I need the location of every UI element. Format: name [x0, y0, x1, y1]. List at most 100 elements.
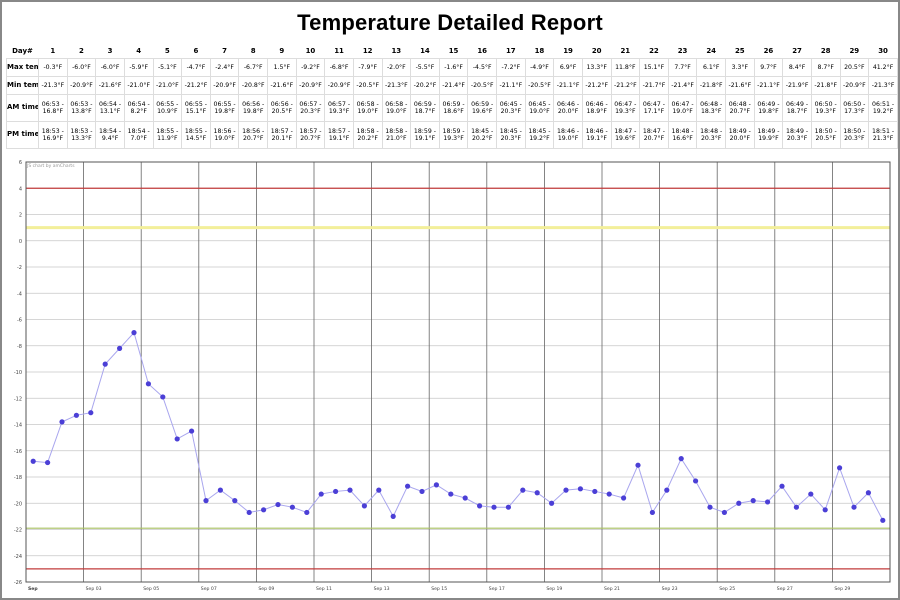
pm-cell: 18:53 -16.9°F [38, 121, 68, 149]
am-time: 06:53 - [41, 100, 64, 108]
max-temp-cell: -7.2°F [496, 58, 526, 77]
data-point [563, 487, 569, 493]
x-tick-label: Sep 23 [662, 586, 678, 592]
x-tick-label: Sep 25 [719, 586, 735, 592]
y-tick-label: -4 [17, 291, 22, 297]
day-number: 24 [706, 47, 717, 56]
y-tick-label: 6 [19, 160, 22, 166]
am-temp: 19.8°F [758, 108, 779, 115]
pm-cell: 18:50 -20.5°F [810, 121, 841, 149]
data-point [246, 509, 252, 516]
pm-temp: 9.4°F [101, 135, 119, 142]
pm-time: 18:46 - [557, 127, 580, 135]
day-number: 9 [279, 47, 285, 56]
x-tick-label: Sep 13 [374, 586, 390, 592]
am-cell: 06:48 -18.3°F [696, 94, 726, 122]
y-tick-label: 2 [19, 213, 22, 219]
day-number: 15 [448, 47, 459, 56]
pm-time: 18:58 - [385, 127, 408, 135]
pm-temp: 19.1°F [328, 135, 350, 142]
am-cell: 06:55 -15.1°F [181, 94, 211, 122]
pm-time: 18:57 - [328, 127, 351, 135]
day-number: 25 [734, 47, 745, 56]
am-temp: 20.3°F [300, 108, 321, 115]
am-time: 06:53 - [70, 100, 93, 108]
min-temp-cell: -21.6°F [95, 76, 125, 95]
am-cell: 06:55 -10.9°F [152, 94, 183, 122]
am-cell: 06:56 -20.5°F [267, 94, 297, 122]
data-point [837, 465, 843, 471]
max-temp-cell: -1.6°F [438, 58, 469, 77]
chart-series [30, 330, 886, 523]
data-point [779, 483, 785, 489]
min-temp-cell: -20.5°F [524, 76, 555, 95]
min-temp-cell: -20.8°F [238, 76, 268, 95]
am-temp: 20.0°F [557, 108, 579, 115]
pm-cell: 18:47 -19.6°F [610, 121, 641, 149]
pm-cell: 18:54 -9.4°F [95, 121, 125, 149]
y-tick-label: -6 [17, 318, 22, 324]
pm-time: 18:45 - [528, 127, 551, 135]
am-time: 06:45 - [528, 100, 551, 108]
pm-cell: 18:47 -20.7°F [639, 121, 669, 149]
pm-time: 18:47 - [614, 127, 637, 135]
day-number: 7 [222, 47, 227, 56]
am-time: 06:49 - [757, 100, 780, 108]
am-cell: 06:45 -20.3°F [496, 94, 526, 122]
summary-table-wrap: Day# 1 2 3 4 5 6 7 8 9 10 11 12 13 14 15 16 17 18 19 20 21 22 2… [6, 46, 898, 149]
table-row: Max temp-0.3°F-6.0°F-6.0°F-5.9°F-5.1°F-4… [6, 58, 898, 77]
pm-cell: 18:46 -19.0°F [553, 121, 583, 149]
pm-temp: 7.0°F [130, 135, 147, 142]
pm-time: 18:58 - [356, 127, 379, 135]
data-point [549, 500, 555, 506]
pm-temp: 20.3°F [500, 135, 522, 142]
data-point [275, 501, 281, 508]
data-point [174, 436, 180, 442]
pm-temp: 14.5°F [185, 135, 207, 142]
data-point [664, 487, 670, 493]
day-number: 8 [250, 47, 256, 56]
max-temp-cell: 8.7°F [810, 58, 841, 77]
pm-time: 18:53 - [41, 127, 64, 135]
am-temp: 19.0°F [529, 108, 550, 115]
min-temp-cell: -20.9°F [209, 76, 240, 95]
x-tick-label: Sep 29 [834, 586, 850, 592]
am-temp: 20.7°F [729, 108, 751, 115]
pm-cell: 18:58 -21.0°F [381, 121, 412, 149]
am-time: 06:55 - [184, 100, 207, 108]
am-temp: 20.5°F [271, 108, 293, 115]
day-number: 1 [50, 47, 56, 56]
am-time: 06:55 - [213, 100, 236, 108]
plot-border [25, 161, 891, 583]
data-point [30, 458, 36, 464]
data-point [505, 504, 511, 510]
day-number: 12 [362, 47, 373, 56]
am-cell: 06:48 -20.7°F [725, 94, 755, 122]
data-point [635, 462, 641, 468]
pm-cell: 18:46 -19.1°F [581, 121, 612, 149]
am-cell: 06:54 -13.1°F [95, 94, 125, 122]
x-tick-label: Sep 07 [201, 586, 217, 592]
temperature-chart: 6 4 2 0 -2 -4 -6 -8 -10 -12 -14 -16 -18 -20 -22 -24 -26 S… [14, 160, 891, 592]
am-temp: 19.3°F [328, 108, 350, 115]
max-temp-cell: -6.0°F [95, 58, 125, 77]
am-temp: 13.1°F [99, 108, 121, 115]
pm-temp: 20.2°F [471, 135, 493, 142]
am-cell: 06:51 -19.2°F [868, 94, 898, 122]
am-cell: 06:45 -19.0°F [524, 94, 555, 122]
am-temp: 15.1°F [185, 108, 207, 115]
x-tick-label: Sep [28, 586, 38, 592]
max-temp-cell: 6.9°F [553, 58, 583, 77]
pm-cell: 18:49 -19.9°F [753, 121, 784, 149]
data-point [318, 491, 324, 497]
min-temp-cell: -20.5°F [467, 76, 497, 95]
data-point [347, 487, 353, 493]
data-point [577, 486, 584, 492]
min-temp-cell: -21.2°F [581, 76, 612, 95]
pm-time: 18:56 - [213, 127, 236, 135]
day-number: 3 [107, 47, 113, 56]
min-temp-cell: -21.3°F [381, 76, 412, 95]
y-tick-label: -18 [14, 475, 22, 481]
am-time: 06:50 - [843, 100, 866, 108]
am-temp: 19.3°F [815, 108, 836, 115]
